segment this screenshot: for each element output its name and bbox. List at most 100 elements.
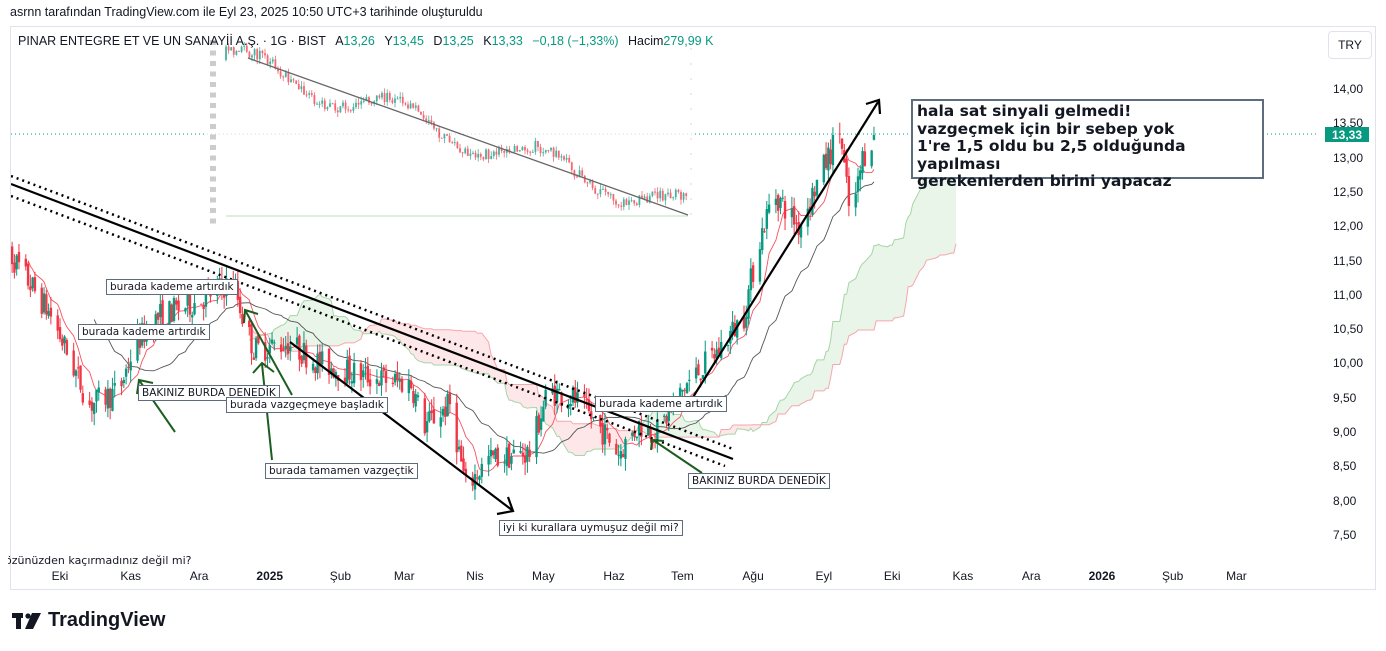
inset-candle — [430, 120, 433, 123]
cloud-segment — [703, 429, 706, 438]
time-tick: Eki — [883, 569, 901, 583]
inset-candle — [667, 192, 669, 195]
note-line: hala sat sinyali gelmedi! — [917, 102, 1132, 120]
time-tick: Mar — [1226, 569, 1247, 583]
inset-candle — [251, 55, 253, 58]
inset-candle — [531, 151, 534, 153]
clipped-annotation: gözünüzden kaçırmadınız değil mi? — [8, 554, 198, 566]
candle — [400, 378, 404, 392]
candle — [0, 239, 2, 262]
candle — [492, 450, 495, 456]
green-arrows[interactable] — [136, 308, 703, 474]
candle — [790, 208, 794, 218]
inset-candle — [287, 72, 290, 83]
inset-candle — [680, 191, 682, 200]
cloud-segment — [609, 428, 617, 449]
inset-candle — [615, 200, 617, 205]
candle — [767, 204, 771, 213]
up-arrow[interactable] — [689, 98, 882, 403]
cloud-segment — [333, 315, 336, 346]
candle — [665, 416, 668, 424]
cloud-segment — [728, 428, 731, 435]
cloud-segment — [848, 278, 856, 336]
down-arrow[interactable] — [289, 341, 515, 516]
inset-candle — [375, 95, 378, 102]
candle — [396, 372, 399, 381]
cloud-segment — [860, 263, 863, 330]
inset-candle — [300, 86, 303, 90]
time-tick: Mar — [393, 569, 415, 583]
inset-candle — [529, 151, 532, 153]
candle — [364, 367, 367, 369]
cloud-segment — [769, 410, 776, 425]
annotation-note[interactable]: iyi ki kurallara uymuşuz değil mi? — [499, 520, 683, 536]
tradingview-logo[interactable]: TradingView — [12, 609, 165, 632]
inset-candle — [586, 182, 589, 184]
annotation-note[interactable]: burada tamamen vazgeçtik — [265, 463, 418, 479]
time-tick: Ağu — [742, 569, 764, 583]
inset-candle — [570, 162, 573, 171]
candle — [88, 400, 91, 405]
inset-candle — [352, 107, 355, 111]
candle — [15, 255, 18, 270]
inset-candle — [537, 141, 539, 148]
cloud-segment — [919, 186, 922, 272]
candle — [172, 298, 176, 321]
cloud-segment — [762, 422, 765, 425]
candle — [799, 224, 803, 238]
inset-candle — [602, 188, 604, 190]
annotation-note[interactable]: burada kademe artırdık — [595, 396, 727, 412]
candle — [318, 351, 322, 367]
inset-candle — [230, 47, 233, 51]
annotation-note[interactable]: BAKINIZ BURDA DENEDİK — [688, 473, 830, 489]
cloud-segment — [684, 420, 687, 438]
cloud-segment — [830, 321, 833, 378]
time-tick: 2026 — [1088, 569, 1116, 583]
inset-candle — [604, 188, 607, 192]
cloud-segment — [274, 325, 282, 349]
big-annotation-note[interactable]: hala sat sinyali gelmedi! vazgeçmek için… — [911, 99, 1264, 190]
trendline-dotted-lower[interactable] — [11, 194, 726, 468]
inset-candle — [271, 59, 274, 62]
candle — [124, 368, 128, 377]
candle — [284, 345, 287, 350]
inset-candle — [472, 152, 474, 154]
currency-button[interactable]: TRY — [1328, 31, 1372, 59]
cloud-segment — [817, 359, 824, 391]
chart-caption: asrnn tarafından TradingView.com ile Eyl… — [10, 5, 483, 19]
cloud-segment — [529, 384, 537, 408]
annotation-note[interactable]: burada kademe artırdık — [106, 279, 238, 295]
candle — [745, 316, 748, 328]
inset-candle — [227, 46, 230, 51]
cloud-segment — [447, 329, 450, 365]
candle — [829, 149, 832, 165]
symbol-header[interactable]: PINAR ENTEGRE ET VE UN SANAYİİ A.Ş. · 1G… — [18, 34, 713, 48]
cloud-segment — [493, 358, 496, 382]
candle — [523, 455, 527, 463]
inset-candle — [547, 150, 550, 152]
cloud-segment — [329, 298, 332, 346]
candle — [74, 370, 78, 376]
trendline-main[interactable] — [11, 182, 734, 461]
inset-candle — [388, 93, 391, 100]
cloud-segment — [575, 423, 578, 456]
cloud-segment — [415, 325, 418, 361]
cloud-segment — [935, 177, 938, 259]
cloud-segment — [461, 330, 464, 369]
annotation-note[interactable]: burada kademe artırdık — [78, 324, 210, 340]
candle — [425, 421, 429, 433]
price-tick: 13,00 — [1333, 150, 1364, 165]
candle — [795, 222, 798, 224]
symbol-name[interactable]: PINAR ENTEGRE ET VE UN SANAYİİ A.Ş. · 1G… — [18, 34, 326, 48]
candle — [859, 170, 862, 180]
annotation-note[interactable]: burada vazgeçmeye başladık — [226, 397, 388, 413]
cloud-segment — [858, 266, 861, 330]
inset-candle — [420, 111, 422, 115]
candle — [108, 388, 112, 408]
inset-candle — [225, 46, 227, 60]
inset-candle — [524, 147, 526, 151]
inset-candle — [516, 146, 519, 152]
moving-average-line — [93, 181, 875, 454]
cloud-segment — [892, 239, 895, 321]
